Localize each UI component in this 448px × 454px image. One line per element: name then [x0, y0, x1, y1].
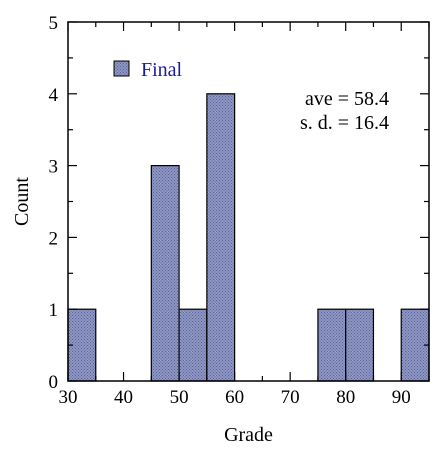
legend-swatch [113, 60, 130, 77]
x-tick-label: 70 [281, 387, 300, 408]
y-tick-label: 1 [49, 300, 59, 321]
ticks-layer [67, 21, 430, 382]
x-tick-label: 60 [225, 387, 244, 408]
legend: Final [113, 59, 183, 81]
histogram-bar-55-60 [206, 93, 236, 382]
average-annotation: ave = 58.4 [305, 88, 389, 110]
y-tick-label: 4 [49, 85, 59, 106]
x-tick-label: 40 [114, 387, 133, 408]
y-tick-label: 2 [49, 228, 59, 249]
histogram-bar-80-85 [345, 308, 375, 382]
std-dev-annotation: s. d. = 16.4 [300, 112, 389, 134]
x-axis-title: Grade [224, 424, 273, 446]
x-tick-label: 80 [336, 387, 355, 408]
legend-label: Final [141, 59, 183, 81]
y-tick-label: 0 [49, 372, 59, 393]
histogram-bar-50-55 [178, 308, 208, 382]
histogram-bar-45-50 [150, 165, 180, 382]
y-axis-title: Count [11, 177, 33, 226]
bars-layer [67, 93, 430, 382]
y-tick-label: 5 [49, 13, 59, 34]
x-tick-label: 30 [59, 387, 78, 408]
tick-labels-layer: 30 40 50 60 70 80 90 0 1 2 3 4 5 [49, 13, 411, 408]
x-tick-label: 50 [170, 387, 189, 408]
histogram-bar-75-80 [317, 308, 347, 382]
y-tick-label: 3 [49, 157, 59, 178]
x-tick-label: 90 [392, 387, 411, 408]
